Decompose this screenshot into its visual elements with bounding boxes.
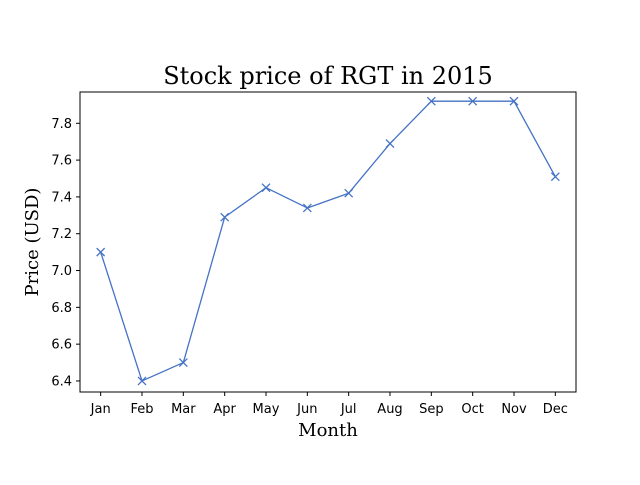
data-point-marker: [550, 172, 560, 182]
y-tick-label: 7.4: [51, 190, 72, 205]
y-tick-label: 6.8: [51, 301, 72, 316]
y-tick-label: 6.4: [51, 374, 72, 389]
x-tick-label: Jul: [340, 402, 357, 417]
data-point-marker: [385, 139, 395, 148]
x-tick-label: Oct: [461, 402, 483, 417]
data-point-marker: [302, 203, 312, 213]
y-tick-label: 6.6: [51, 338, 72, 353]
axes-frame: [79, 91, 577, 393]
x-tick-label: Nov: [501, 402, 527, 417]
x-tick-label: Jan: [90, 402, 111, 417]
data-point-marker: [468, 96, 478, 106]
data-point-marker: [178, 358, 188, 368]
data-point-marker: [137, 376, 147, 386]
y-tick-label: 7.0: [51, 264, 72, 279]
x-tick-label: Feb: [130, 402, 153, 417]
y-tick-label: 7.8: [51, 117, 72, 132]
data-point-marker: [426, 96, 436, 106]
data-point-marker: [509, 96, 519, 106]
y-tick-label: 7.6: [51, 154, 72, 169]
data-point-marker: [261, 183, 271, 193]
data-point-marker: [344, 188, 354, 198]
x-tick-label: Aug: [377, 402, 402, 417]
x-tick-label: May: [253, 402, 280, 417]
x-tick-label: Jun: [296, 402, 317, 417]
x-axis-label: Month: [298, 420, 358, 441]
x-tick-label: Apr: [213, 402, 236, 417]
chart-title: Stock price of RGT in 2015: [163, 62, 493, 90]
x-tick-label: Sep: [419, 402, 444, 417]
data-point-marker: [220, 212, 230, 222]
y-axis-label: Price (USD): [22, 188, 43, 297]
x-tick-label: Dec: [543, 402, 568, 417]
plot-area: Jan Feb Mar Apr May Jun Jul Aug Sep Oct Nov Dec 6.4 6…: [51, 91, 577, 417]
x-tick-label: Mar: [171, 402, 196, 417]
data-point-marker: [96, 247, 106, 257]
y-tick-label: 7.2: [51, 227, 72, 242]
series-line: [100, 100, 556, 382]
